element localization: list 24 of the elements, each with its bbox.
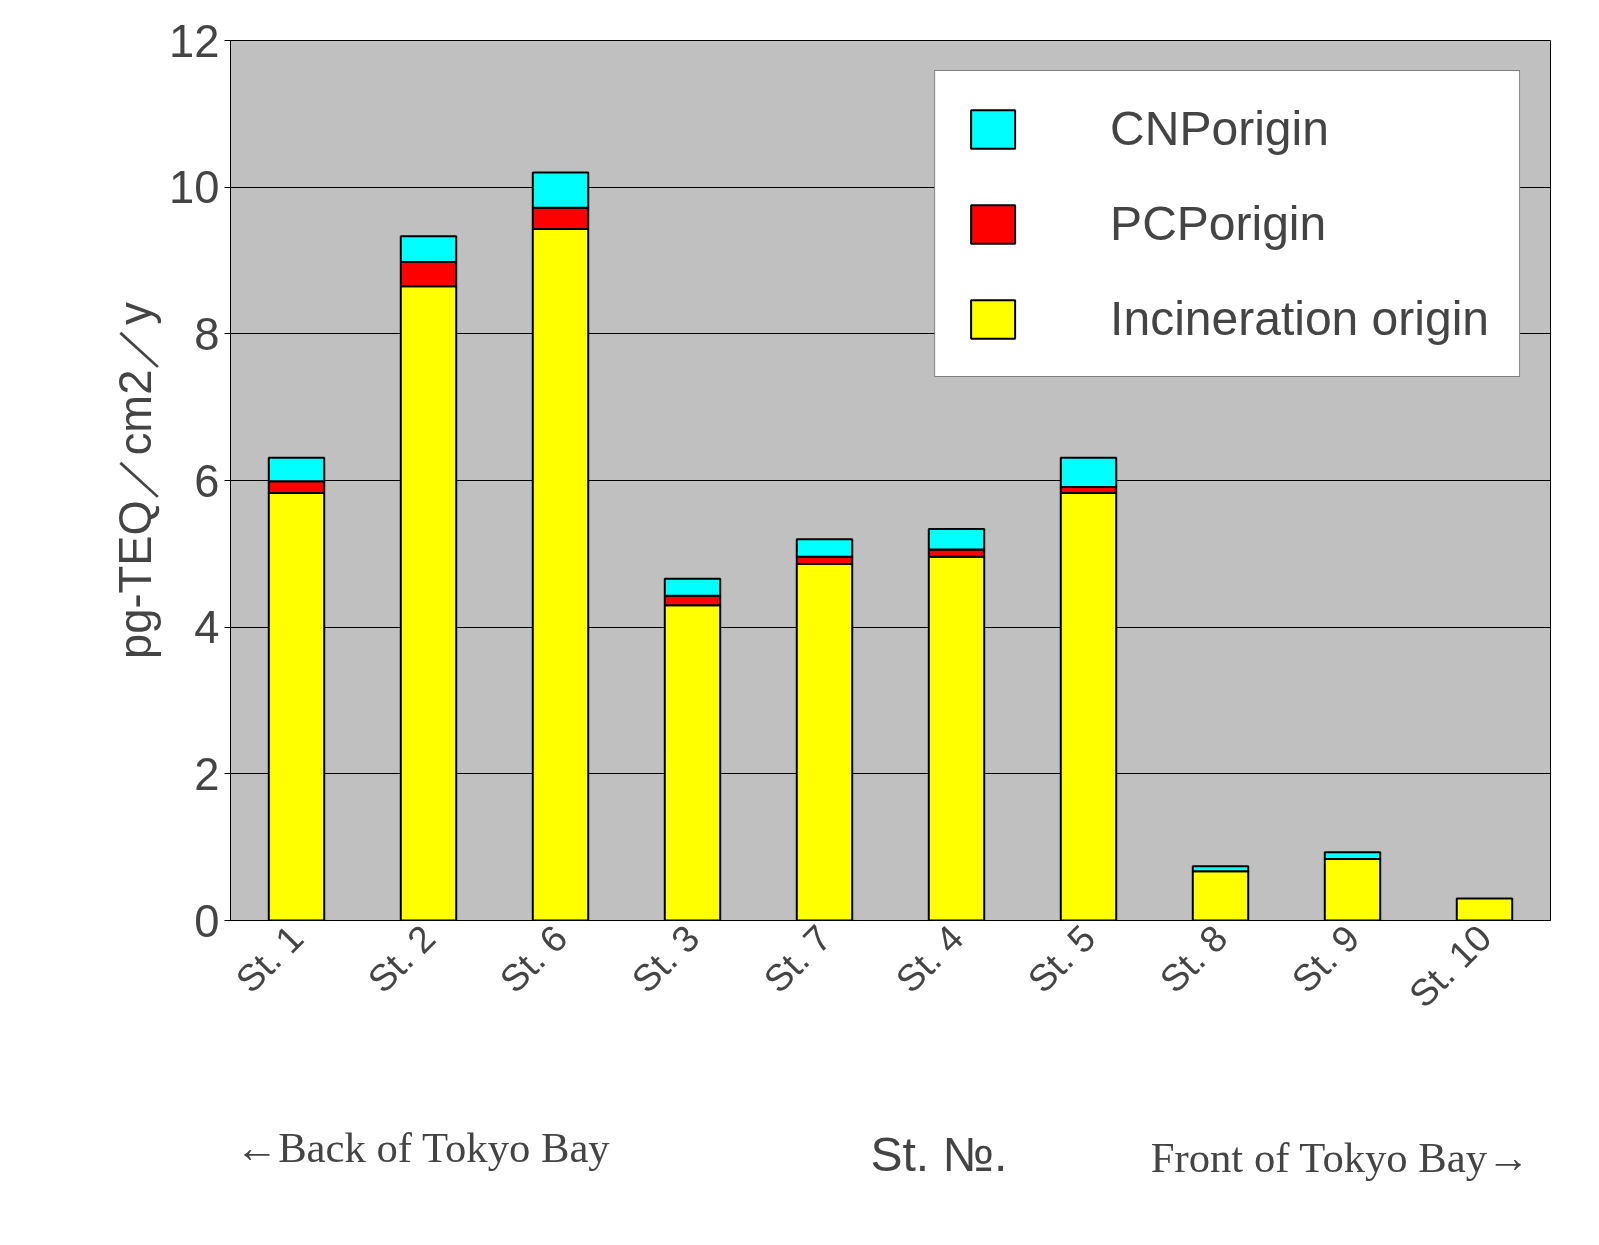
- x-tick-label: St. 1: [227, 916, 312, 1001]
- x-tick-label: St. 3: [623, 916, 708, 1001]
- y-tick-label: 10: [169, 162, 220, 214]
- y-tick-label: 0: [194, 895, 220, 947]
- x-tick-label: St. 2: [359, 916, 444, 1001]
- x-tick-label: St. 10: [1400, 916, 1500, 1016]
- x-tick-label: St. 7: [755, 916, 840, 1001]
- legend-label: PCPorigin: [1110, 196, 1327, 251]
- y-tick-label: 12: [169, 15, 220, 67]
- x-tick-label: St. 9: [1283, 916, 1368, 1001]
- y-tick-label: 6: [194, 455, 220, 507]
- text: ←Back of Tokyo Bay: [235, 1123, 611, 1171]
- y-axis-title: pg-TEQ／cm2／y: [110, 301, 162, 659]
- y-tick-label: 4: [194, 602, 220, 654]
- y-tick-label: 2: [194, 748, 220, 800]
- x-tick-label: St. 6: [491, 916, 576, 1001]
- x-axis-title: St. №.: [870, 1127, 1008, 1181]
- x-tick-label: St. 4: [887, 916, 972, 1001]
- x-tick-label: St. 5: [1019, 916, 1104, 1001]
- y-tick-label: 8: [194, 308, 220, 360]
- x-tick-label: St. 8: [1151, 916, 1236, 1001]
- legend-label: CNPorigin: [1110, 101, 1329, 156]
- legend-label: Incineration origin: [1110, 291, 1489, 346]
- text: Front of Tokyo Bay→: [1150, 1133, 1530, 1181]
